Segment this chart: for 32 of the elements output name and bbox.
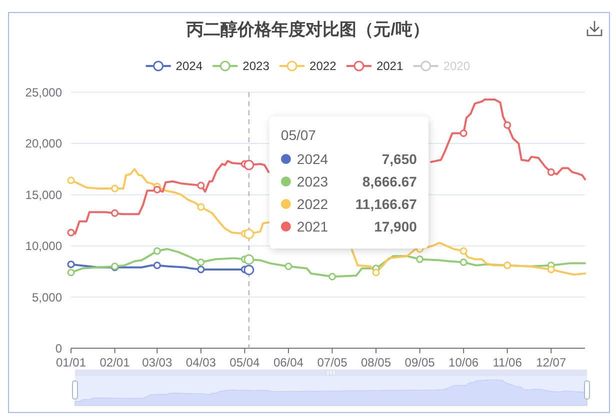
x-tick-label: 02/01 <box>100 355 130 370</box>
x-tick-label: 07/05 <box>317 355 348 370</box>
annotation: 05/07 <box>280 127 316 143</box>
legend-label: 2023 <box>296 173 328 190</box>
text: 2022 <box>310 59 336 74</box>
x-tick-label: 10/06 <box>448 355 479 370</box>
text: 2021 <box>376 59 404 74</box>
y-tick-label: 5,000 <box>32 290 62 304</box>
chart-title: 丙二醇价格年度对比图（元/吨） <box>186 20 430 39</box>
x-tick-label: 04/03 <box>186 355 216 370</box>
y-tick-label: 25,000 <box>25 86 62 100</box>
legend-label: 2021 <box>296 218 328 234</box>
x-tick-label: 01/01 <box>56 355 86 370</box>
annotation: 8,666.67 <box>362 173 418 190</box>
x-tick-label: 09/05 <box>404 355 436 370</box>
y-tick-label: 20,000 <box>25 136 62 151</box>
y-tick-label: 15,000 <box>25 188 62 202</box>
text: 2023 <box>242 59 270 74</box>
x-tick-label: 12/07 <box>536 355 566 370</box>
annotation: 17,900 <box>374 218 418 234</box>
legend-label: 2022 <box>296 196 328 212</box>
legend-label: 2024 <box>296 150 328 167</box>
annotation: 7,650 <box>382 150 418 167</box>
x-tick-label: 11/06 <box>492 355 522 370</box>
x-tick-label: 08/05 <box>360 355 392 370</box>
y-tick-label: 0 <box>55 342 62 356</box>
annotation: 11,166.67 <box>355 196 418 212</box>
x-tick-label: 05/04 <box>230 355 260 370</box>
x-tick-label: 03/03 <box>142 355 172 370</box>
x-tick-label: 06/04 <box>273 355 304 370</box>
text: 2024 <box>176 59 203 74</box>
y-tick-label: 10,000 <box>25 239 62 254</box>
